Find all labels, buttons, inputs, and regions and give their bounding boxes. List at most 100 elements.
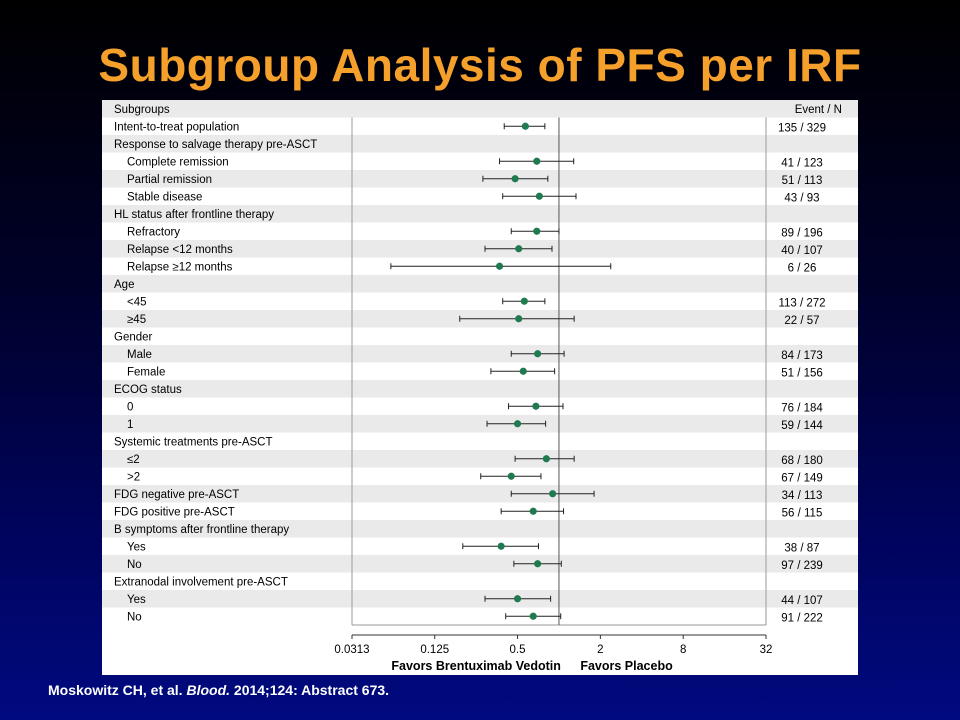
row-event-n: 6 / 26 xyxy=(788,262,817,274)
point-estimate xyxy=(535,192,543,200)
row-band xyxy=(102,275,858,293)
row-label: Relapse <12 months xyxy=(127,244,233,256)
row-event-n: 43 / 93 xyxy=(784,192,819,204)
row-event-n: 89 / 196 xyxy=(781,227,823,239)
citation-authors: Moskowitz CH, et al. xyxy=(48,682,183,698)
citation: Moskowitz CH, et al. Blood. 2014;124: Ab… xyxy=(48,682,389,698)
row-label: No xyxy=(127,611,142,623)
row-band xyxy=(102,345,858,363)
point-estimate xyxy=(520,297,528,305)
row-band xyxy=(102,380,858,398)
row-label: Relapse ≥12 months xyxy=(127,261,233,273)
row-label: Complete remission xyxy=(127,156,229,168)
forest-plot: Subgroups Event / N Intent-to-treat popula… xyxy=(102,100,858,673)
x-tick-label: 0.0313 xyxy=(334,644,369,656)
row-label: Intent-to-treat population xyxy=(114,121,239,133)
citation-journal: Blood. xyxy=(186,682,231,698)
point-estimate xyxy=(549,490,557,498)
point-estimate xyxy=(513,595,522,603)
row-event-n: 76 / 184 xyxy=(781,402,823,414)
row-event-n: 56 / 115 xyxy=(782,507,823,519)
row-label: >2 xyxy=(127,471,140,483)
x-tick-label: 0.125 xyxy=(420,644,449,656)
point-estimate xyxy=(521,122,529,130)
row-label: Partial remission xyxy=(127,174,212,186)
row-band xyxy=(102,485,858,503)
row-event-n: 44 / 107 xyxy=(781,595,823,607)
row-event-n: 41 / 123 xyxy=(781,157,823,169)
point-estimate xyxy=(507,472,515,480)
row-event-n: 22 / 57 xyxy=(784,315,819,327)
row-event-n: 59 / 144 xyxy=(781,420,823,432)
row-event-n: 91 / 222 xyxy=(781,612,823,624)
header-band xyxy=(102,100,858,118)
point-estimate xyxy=(519,367,527,375)
point-estimate xyxy=(533,157,541,165)
point-estimate xyxy=(534,560,542,568)
row-label: Refractory xyxy=(127,226,180,238)
row-label: Gender xyxy=(114,331,153,343)
row-band xyxy=(102,520,858,538)
row-band xyxy=(102,170,858,188)
x-tick-label: 32 xyxy=(760,644,773,656)
point-estimate xyxy=(533,227,541,235)
forest-plot-panel: Subgroups Event / N Intent-to-treat popula… xyxy=(102,100,858,675)
row-label: Male xyxy=(127,349,152,361)
x-tick-label: 0.5 xyxy=(510,644,526,656)
point-estimate xyxy=(532,402,540,410)
row-event-n: 38 / 87 xyxy=(784,542,819,554)
row-label: FDG positive pre-ASCT xyxy=(114,506,235,518)
row-band xyxy=(102,590,858,608)
row-label: Yes xyxy=(127,541,146,553)
point-estimate xyxy=(534,350,542,358)
row-band xyxy=(102,135,858,153)
row-event-n: 97 / 239 xyxy=(781,560,823,572)
row-label: Response to salvage therapy pre-ASCT xyxy=(114,139,317,151)
header-event-n: Event / N xyxy=(795,104,842,116)
point-estimate xyxy=(511,175,519,183)
row-event-n: 135 / 329 xyxy=(778,122,826,134)
row-band xyxy=(102,240,858,258)
point-estimate xyxy=(515,315,523,323)
citation-details: 2014;124: Abstract 673. xyxy=(230,682,390,698)
point-estimate xyxy=(529,507,537,515)
point-estimate xyxy=(495,262,504,270)
row-label: HL status after frontline therapy xyxy=(114,209,274,221)
row-event-n: 67 / 149 xyxy=(781,472,823,484)
point-estimate xyxy=(542,455,550,463)
row-label: Female xyxy=(127,366,165,378)
favors-left-label: Favors Brentuximab Vedotin xyxy=(391,659,560,673)
row-label: ECOG status xyxy=(114,384,182,396)
row-event-n: 40 / 107 xyxy=(781,245,823,257)
slide-title: Subgroup Analysis of PFS per IRF xyxy=(98,39,862,91)
x-tick-label: 8 xyxy=(680,644,686,656)
row-label: Systemic treatments pre-ASCT xyxy=(114,436,272,448)
row-event-n: 68 / 180 xyxy=(781,455,823,467)
row-label: 0 xyxy=(127,401,133,413)
row-band xyxy=(102,415,858,433)
row-label: Yes xyxy=(127,594,146,606)
point-estimate xyxy=(497,542,505,550)
x-tick-label: 2 xyxy=(597,644,603,656)
row-label: ≤2 xyxy=(127,454,140,466)
row-label: 1 xyxy=(127,419,133,431)
row-event-n: 113 / 272 xyxy=(778,297,825,309)
row-label: Stable disease xyxy=(127,191,202,203)
row-event-n: 51 / 156 xyxy=(781,367,823,379)
point-estimate xyxy=(513,420,522,428)
row-label: Age xyxy=(114,279,134,291)
favors-right-label: Favors Placebo xyxy=(580,659,673,673)
row-label: Extranodal involvement pre-ASCT xyxy=(114,576,288,588)
row-event-n: 34 / 113 xyxy=(782,490,823,502)
row-event-n: 84 / 173 xyxy=(781,350,823,362)
row-event-n: 51 / 113 xyxy=(782,175,823,187)
header-subgroups: Subgroups xyxy=(114,104,170,116)
row-label: No xyxy=(127,559,142,571)
row-band xyxy=(102,450,858,468)
row-label: <45 xyxy=(127,296,147,308)
row-label: B symptoms after frontline therapy xyxy=(114,524,289,536)
row-band xyxy=(102,205,858,223)
row-band xyxy=(102,555,858,573)
row-label: FDG negative pre-ASCT xyxy=(114,489,239,501)
point-estimate xyxy=(515,245,523,253)
